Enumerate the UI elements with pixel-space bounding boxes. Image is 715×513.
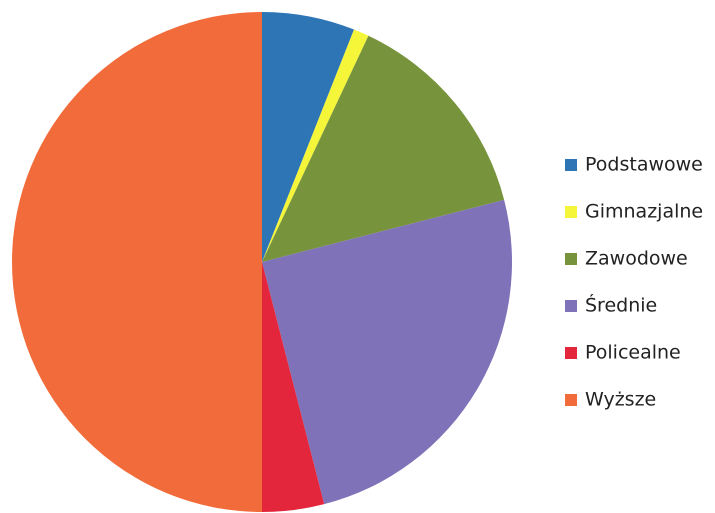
- legend-swatch: [565, 159, 577, 171]
- legend-label: Zawodowe: [585, 248, 688, 270]
- pie-slice: [262, 199, 513, 505]
- legend-label: Wyższe: [585, 389, 656, 411]
- legend-label: Podstawowe: [585, 154, 703, 176]
- legend-label: Policealne: [585, 342, 681, 364]
- legend-swatch: [565, 206, 577, 218]
- legend-swatch: [565, 300, 577, 312]
- legend-label: Gimnazjalne: [585, 201, 703, 223]
- legend-swatch: [565, 347, 577, 359]
- legend-label: Średnie: [585, 293, 657, 317]
- legend-swatch: [565, 253, 577, 265]
- pie-slice: [262, 35, 505, 262]
- pie-slice: [262, 29, 369, 262]
- pie-slice: [12, 12, 262, 512]
- legend-swatch: [565, 394, 577, 406]
- pie-slice: [262, 262, 325, 512]
- pie-slice: [262, 12, 355, 262]
